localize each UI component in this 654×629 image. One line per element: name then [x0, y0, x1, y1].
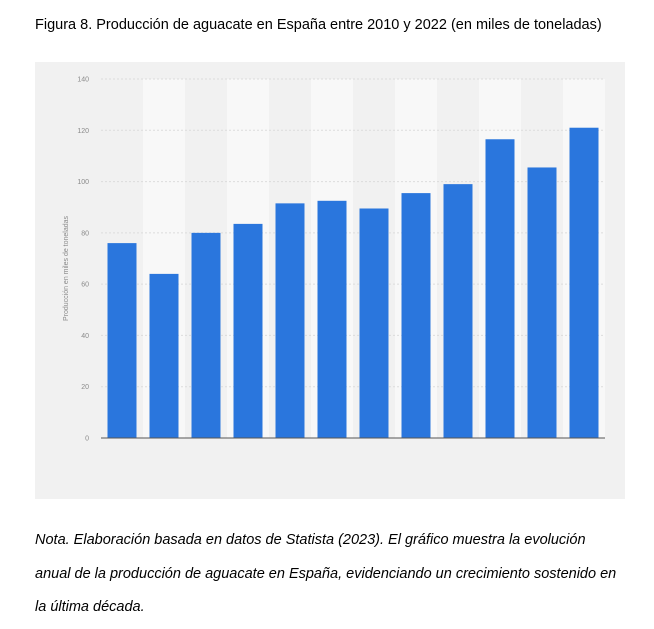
y-tick-label: 120 [77, 128, 89, 135]
bars [107, 127, 599, 438]
y-tick-label: 60 [81, 282, 89, 289]
y-tick-label: 140 [77, 77, 89, 84]
gridlines [101, 78, 605, 388]
bar [317, 200, 347, 438]
y-tick-label: 100 [77, 179, 89, 186]
bar-chart: 0 20 40 60 80 100 120 140 Producción en miles d… [63, 77, 605, 443]
y-axis-label: Producción en miles de toneladas [63, 215, 70, 321]
chart-panel: 0 20 40 60 80 100 120 140 Producción en miles d… [35, 62, 625, 499]
bar [149, 273, 179, 438]
y-tick-label: 80 [81, 230, 89, 237]
bar [443, 184, 473, 438]
y-tick-label: 20 [81, 384, 89, 391]
bar [401, 193, 431, 438]
note-line-2: anual de la producción de aguacate en Es… [35, 565, 617, 582]
figure-note: Nota. Elaboración basada en datos de Sta… [35, 524, 635, 625]
bar [485, 139, 515, 438]
figure-caption: Figura 8. Producción de aguacate en Espa… [35, 17, 602, 33]
note-line-1: Nota. Elaboración basada en datos de Sta… [35, 532, 586, 548]
bar [359, 208, 389, 438]
bar [275, 203, 305, 438]
bar [107, 243, 137, 438]
bar [233, 223, 263, 438]
y-tick-label: 40 [81, 333, 89, 340]
bar [527, 167, 557, 438]
y-axis-ticks: 0 20 40 60 80 100 120 140 [77, 77, 89, 443]
y-tick-label: 0 [85, 436, 89, 443]
bar [569, 127, 599, 438]
note-line-3: la última década. [35, 599, 145, 615]
bar [191, 232, 221, 438]
